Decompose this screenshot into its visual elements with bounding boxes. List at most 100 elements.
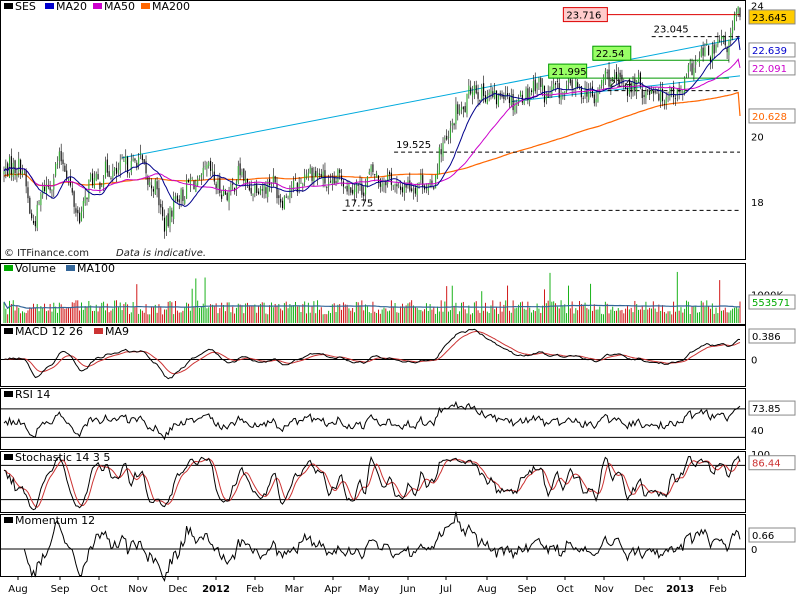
candle-body <box>344 187 346 188</box>
candle-body <box>715 45 717 51</box>
candle-body <box>289 188 291 198</box>
candle-body <box>671 88 673 90</box>
candle-body <box>298 183 300 191</box>
candle-body <box>315 170 317 177</box>
candle-body <box>560 94 562 100</box>
legend-label: MA9 <box>105 325 129 338</box>
legend-swatch <box>4 328 13 334</box>
candle-body <box>497 93 499 106</box>
candle-body <box>243 168 245 181</box>
candle-body <box>726 47 728 53</box>
candle-body <box>293 180 295 189</box>
candle-body <box>311 167 313 181</box>
last-value-label: 22.091 <box>752 64 787 75</box>
candle-body <box>374 173 376 175</box>
candle-body <box>163 217 166 232</box>
candle-body <box>115 167 118 174</box>
candle-body <box>706 43 708 45</box>
candle-body <box>139 152 142 155</box>
candle-body <box>335 181 337 183</box>
candle-body <box>222 188 225 196</box>
candle-body <box>490 90 492 94</box>
candle-body <box>626 88 629 96</box>
last-value-box <box>748 9 796 25</box>
x-tick-label: Aug <box>477 584 497 595</box>
candle-body <box>197 178 199 186</box>
last-value-box <box>748 42 796 58</box>
level-box <box>592 45 632 61</box>
candle-body <box>477 92 479 99</box>
candle-body <box>732 26 734 34</box>
candle-body <box>252 193 254 196</box>
candle-body <box>713 44 715 54</box>
candle-body <box>553 83 555 90</box>
candle-body <box>411 188 413 192</box>
candle-body <box>171 210 173 217</box>
candle-body <box>182 189 184 201</box>
candle-body <box>523 100 525 104</box>
level-label: 22.54 <box>596 49 625 60</box>
candle-body <box>217 179 219 188</box>
legend-label: MA200 <box>152 0 190 13</box>
candle-body <box>138 157 140 165</box>
rsi-y-tick: 40 <box>751 426 764 437</box>
candle-body <box>737 6 739 14</box>
legend-swatch <box>94 328 103 334</box>
candle-body <box>370 165 372 172</box>
candle-body <box>269 179 271 186</box>
candle-body <box>488 92 490 96</box>
candle-body <box>75 208 77 213</box>
candle-body <box>483 83 485 96</box>
candle-body <box>95 173 97 181</box>
candle-body <box>401 187 403 193</box>
candle-body <box>388 172 391 175</box>
candle-body <box>724 35 726 46</box>
candle-body <box>127 156 129 174</box>
candle-body <box>62 159 64 165</box>
candle-body <box>117 169 119 173</box>
candle-body <box>682 91 684 94</box>
candle-body <box>534 79 536 92</box>
price-panel <box>0 0 746 260</box>
candle-body <box>352 189 354 194</box>
x-tick-label: Aug <box>8 584 28 595</box>
candle-body <box>451 123 453 126</box>
candle-body <box>215 183 217 189</box>
candle-body <box>381 184 383 187</box>
candle-body <box>261 189 263 191</box>
candle-body <box>278 195 280 199</box>
momentum-panel <box>0 514 746 577</box>
candle-body <box>674 98 676 100</box>
candle-body <box>588 90 590 100</box>
candle-body <box>318 173 320 175</box>
candle-body <box>206 164 208 169</box>
candle-body <box>473 85 475 95</box>
candle-body <box>103 178 105 187</box>
candle-body <box>174 196 177 199</box>
candle-body <box>16 173 18 177</box>
candle-body <box>695 61 697 65</box>
candle-body <box>582 97 584 99</box>
candle-body <box>645 91 647 99</box>
candle-body <box>56 162 59 165</box>
candle-body <box>405 184 407 188</box>
candle-body <box>503 95 505 100</box>
price-y-tick: 24 <box>751 1 764 12</box>
last-value-label: 20.628 <box>752 112 787 123</box>
candle-body <box>578 87 581 89</box>
candle-body <box>270 184 273 186</box>
candle-body <box>12 162 14 177</box>
candle-body <box>435 175 437 189</box>
legend-swatch <box>141 3 150 9</box>
candle-body <box>403 186 405 193</box>
x-tick-label: Jun <box>399 584 416 595</box>
candle-body <box>545 93 547 101</box>
level-label: 21.4 <box>610 79 632 90</box>
candle-body <box>3 170 5 174</box>
candle-body <box>586 88 588 97</box>
candle-body <box>377 175 380 183</box>
candle-body <box>162 207 164 217</box>
candle-body <box>272 175 274 184</box>
candle-body <box>700 48 702 57</box>
x-tick-label: Feb <box>709 584 727 595</box>
